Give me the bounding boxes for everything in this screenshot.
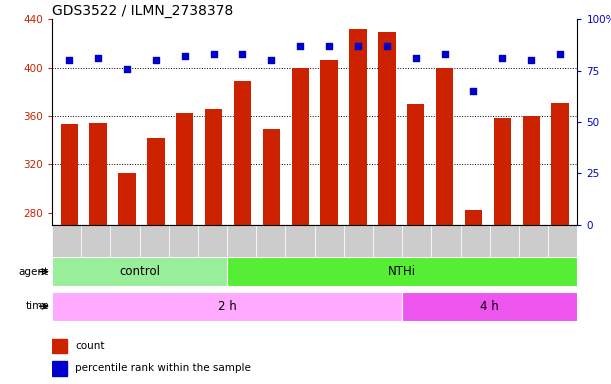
- Bar: [52, 225, 81, 276]
- Bar: [227, 257, 577, 286]
- Bar: [205, 109, 222, 225]
- Bar: [551, 103, 569, 225]
- Text: control: control: [119, 265, 160, 278]
- Bar: [320, 60, 338, 225]
- Bar: [407, 104, 425, 225]
- Bar: [402, 292, 577, 321]
- Point: [382, 43, 392, 49]
- Point: [151, 57, 161, 63]
- Bar: [285, 225, 315, 276]
- Bar: [522, 116, 540, 225]
- Point: [238, 51, 247, 57]
- Bar: [519, 225, 548, 276]
- Bar: [436, 68, 453, 225]
- Bar: [349, 29, 367, 225]
- Bar: [89, 123, 107, 225]
- Bar: [291, 68, 309, 225]
- Bar: [52, 292, 402, 321]
- Bar: [490, 225, 519, 276]
- Bar: [139, 225, 169, 276]
- Point: [266, 57, 276, 63]
- Bar: [227, 225, 256, 276]
- Point: [324, 43, 334, 49]
- Point: [555, 51, 565, 57]
- Bar: [52, 361, 67, 376]
- Bar: [373, 225, 402, 276]
- Bar: [147, 137, 164, 225]
- Bar: [465, 210, 482, 225]
- Point: [295, 43, 305, 49]
- Bar: [548, 225, 577, 276]
- Bar: [315, 225, 344, 276]
- Bar: [402, 225, 431, 276]
- Point: [209, 51, 219, 57]
- Text: percentile rank within the sample: percentile rank within the sample: [76, 363, 251, 373]
- Text: agent: agent: [19, 266, 49, 277]
- Text: 2 h: 2 h: [218, 300, 236, 313]
- Bar: [234, 81, 251, 225]
- Bar: [461, 225, 490, 276]
- Point: [526, 57, 536, 63]
- Bar: [52, 257, 227, 286]
- Bar: [378, 33, 395, 225]
- Point: [440, 51, 450, 57]
- Text: count: count: [76, 341, 105, 351]
- Text: time: time: [25, 301, 49, 311]
- Text: 4 h: 4 h: [480, 300, 499, 313]
- Bar: [263, 129, 280, 225]
- Bar: [60, 124, 78, 225]
- Point: [497, 55, 507, 61]
- Point: [411, 55, 420, 61]
- Point: [180, 53, 189, 59]
- Text: NTHi: NTHi: [388, 265, 416, 278]
- Point: [122, 65, 132, 71]
- Bar: [81, 225, 111, 276]
- Bar: [494, 118, 511, 225]
- Bar: [111, 225, 139, 276]
- Bar: [256, 225, 285, 276]
- Point: [469, 88, 478, 94]
- Bar: [431, 225, 461, 276]
- Bar: [169, 225, 198, 276]
- Bar: [176, 113, 194, 225]
- Bar: [119, 173, 136, 225]
- Point: [93, 55, 103, 61]
- Bar: [52, 339, 67, 353]
- Point: [353, 43, 363, 49]
- Text: GDS3522 / ILMN_2738378: GDS3522 / ILMN_2738378: [52, 4, 233, 18]
- Point: [64, 57, 74, 63]
- Bar: [198, 225, 227, 276]
- Bar: [344, 225, 373, 276]
